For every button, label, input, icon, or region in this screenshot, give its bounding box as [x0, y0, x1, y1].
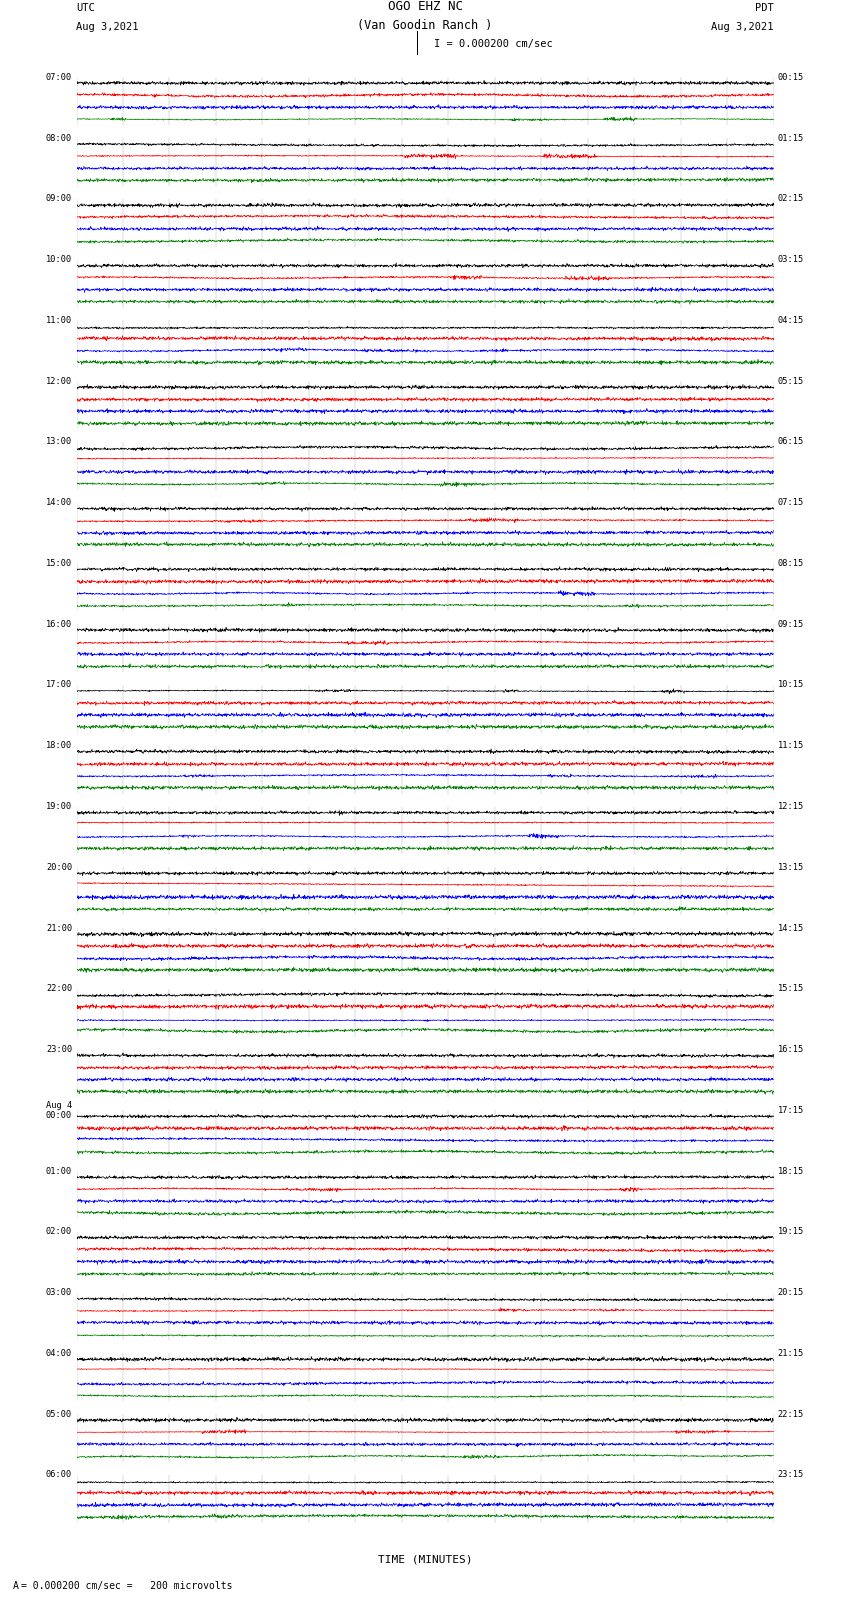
Text: 11:15: 11:15	[778, 742, 804, 750]
Text: = 0.000200 cm/sec =   200 microvolts: = 0.000200 cm/sec = 200 microvolts	[21, 1581, 233, 1590]
Text: 19:00: 19:00	[46, 802, 72, 811]
Text: 11:00: 11:00	[46, 316, 72, 324]
Text: 08:15: 08:15	[778, 560, 804, 568]
Text: 16:15: 16:15	[778, 1045, 804, 1053]
Text: 23:15: 23:15	[778, 1471, 804, 1479]
Text: 14:00: 14:00	[46, 498, 72, 506]
Text: OGO EHZ NC: OGO EHZ NC	[388, 0, 462, 13]
Text: 07:15: 07:15	[778, 498, 804, 506]
Text: 01:00: 01:00	[46, 1166, 72, 1176]
Text: Aug 3,2021: Aug 3,2021	[76, 23, 139, 32]
Text: 01:15: 01:15	[778, 134, 804, 142]
Text: 07:00: 07:00	[46, 73, 72, 82]
Text: 08:00: 08:00	[46, 134, 72, 142]
Text: 10:15: 10:15	[778, 681, 804, 689]
Text: (Van Goodin Ranch ): (Van Goodin Ranch )	[357, 19, 493, 32]
Text: 03:15: 03:15	[778, 255, 804, 265]
Text: TIME (MINUTES): TIME (MINUTES)	[377, 1555, 473, 1565]
Text: UTC: UTC	[76, 3, 95, 13]
Text: 15:15: 15:15	[778, 984, 804, 994]
Text: 09:15: 09:15	[778, 619, 804, 629]
Text: Aug 3,2021: Aug 3,2021	[711, 23, 774, 32]
Text: 03:00: 03:00	[46, 1289, 72, 1297]
Text: 06:15: 06:15	[778, 437, 804, 447]
Text: 17:15: 17:15	[778, 1107, 804, 1115]
Text: 05:15: 05:15	[778, 377, 804, 386]
Text: 16:00: 16:00	[46, 619, 72, 629]
Text: 20:15: 20:15	[778, 1289, 804, 1297]
Text: 02:15: 02:15	[778, 195, 804, 203]
Text: 13:15: 13:15	[778, 863, 804, 871]
Text: 14:15: 14:15	[778, 924, 804, 932]
Text: Aug 4
00:00: Aug 4 00:00	[46, 1100, 72, 1119]
Text: PDT: PDT	[755, 3, 774, 13]
Text: 18:00: 18:00	[46, 742, 72, 750]
Text: 09:00: 09:00	[46, 195, 72, 203]
Text: 13:00: 13:00	[46, 437, 72, 447]
Text: 22:15: 22:15	[778, 1410, 804, 1418]
Text: 19:15: 19:15	[778, 1227, 804, 1236]
Text: 12:15: 12:15	[778, 802, 804, 811]
Text: 18:15: 18:15	[778, 1166, 804, 1176]
Text: 06:00: 06:00	[46, 1471, 72, 1479]
Text: 10:00: 10:00	[46, 255, 72, 265]
Text: 04:00: 04:00	[46, 1348, 72, 1358]
Text: 15:00: 15:00	[46, 560, 72, 568]
Text: 22:00: 22:00	[46, 984, 72, 994]
Text: A: A	[13, 1581, 19, 1590]
Text: 02:00: 02:00	[46, 1227, 72, 1236]
Text: 00:15: 00:15	[778, 73, 804, 82]
Text: 04:15: 04:15	[778, 316, 804, 324]
Text: 21:00: 21:00	[46, 924, 72, 932]
Text: 05:00: 05:00	[46, 1410, 72, 1418]
Text: 23:00: 23:00	[46, 1045, 72, 1053]
Text: 12:00: 12:00	[46, 377, 72, 386]
Text: 20:00: 20:00	[46, 863, 72, 871]
Text: I = 0.000200 cm/sec: I = 0.000200 cm/sec	[434, 39, 552, 48]
Text: 21:15: 21:15	[778, 1348, 804, 1358]
Text: 17:00: 17:00	[46, 681, 72, 689]
